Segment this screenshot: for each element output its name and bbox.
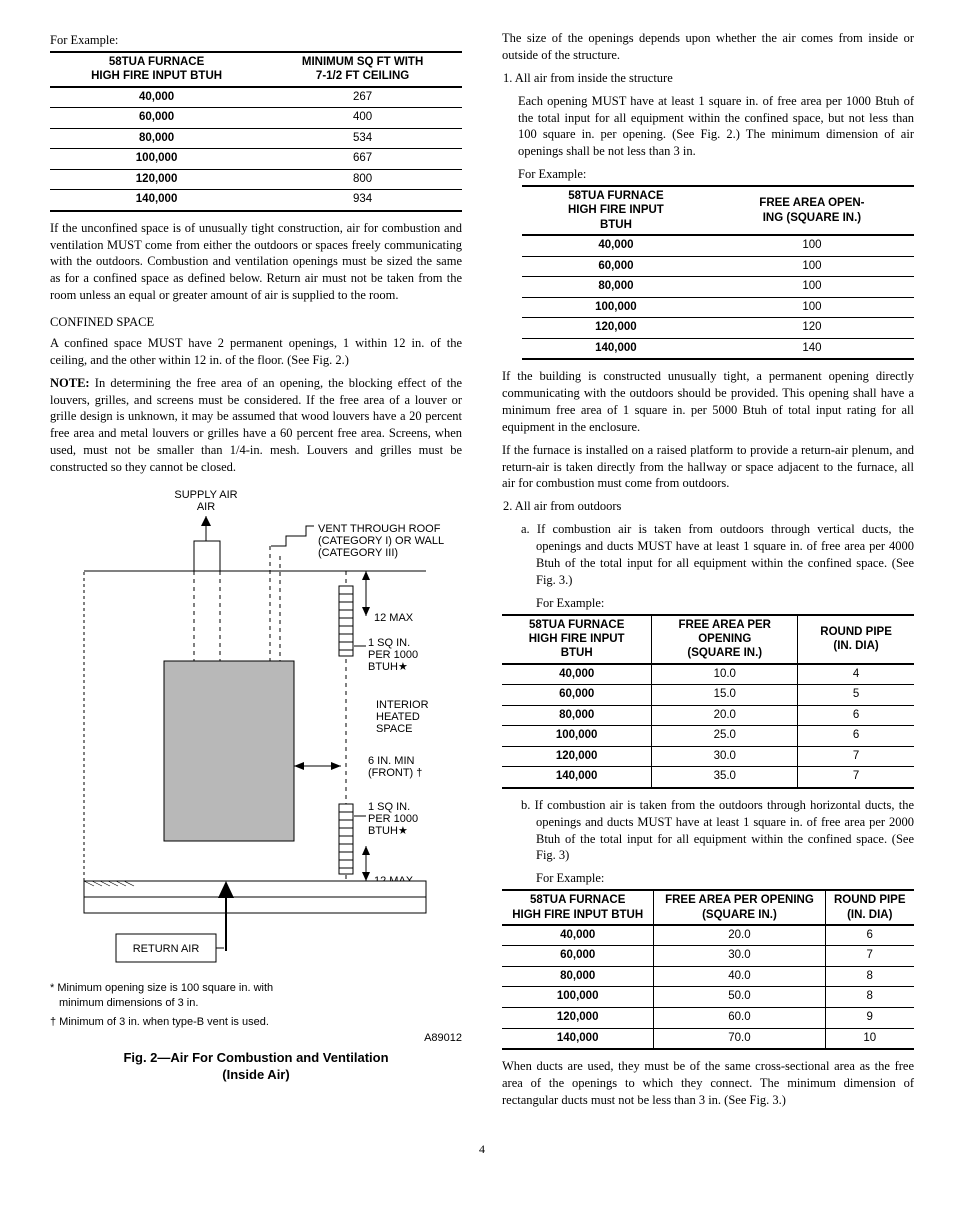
svg-text:INTERIOR: INTERIOR [376, 699, 429, 711]
t3-h1: FREE AREA PEROPENING(SQUARE IN.) [652, 615, 798, 664]
para-tight: If the building is constructed unusually… [502, 368, 914, 436]
item-2: 2. All air from outdoors [502, 498, 914, 515]
table-row: 120,000120 [522, 318, 914, 339]
fig-caption-2: (Inside Air) [50, 1067, 462, 1084]
para-size: The size of the openings depends upon wh… [502, 30, 914, 64]
table-row: 80,000534 [50, 128, 462, 149]
table-vertical-duct: 58TUA FURNACEHIGH FIRE INPUTBTUH FREE AR… [502, 614, 914, 789]
table-row: 60,00015.05 [502, 685, 914, 706]
table-row: 100,00025.06 [502, 726, 914, 747]
svg-text:SUPPLY AIR: SUPPLY AIR [174, 489, 237, 501]
table-row: 60,000400 [50, 108, 462, 129]
table-row: 40,00010.04 [502, 664, 914, 685]
svg-text:(CATEGORY III): (CATEGORY III) [318, 547, 398, 559]
svg-text:BTUH★: BTUH★ [368, 661, 408, 673]
svg-text:SPACE: SPACE [376, 723, 412, 735]
right-column: The size of the openings depends upon wh… [502, 30, 914, 1115]
svg-text:PER 1000: PER 1000 [368, 813, 418, 825]
table-row: 100,00050.08 [502, 987, 914, 1008]
item-2a: a. If combustion air is taken from outdo… [502, 521, 914, 589]
svg-text:HEATED: HEATED [376, 711, 420, 723]
svg-text:VENT THROUGH ROOF: VENT THROUGH ROOF [318, 523, 441, 535]
table-row: 80,000100 [522, 277, 914, 298]
svg-text:BTUH★: BTUH★ [368, 825, 408, 837]
para-item1a: Each opening MUST have at least 1 square… [502, 93, 914, 161]
svg-text:6 IN. MIN: 6 IN. MIN [368, 755, 415, 767]
t2-h0: 58TUA FURNACEHIGH FIRE INPUTBTUH [522, 186, 710, 235]
table-row: 140,000934 [50, 190, 462, 211]
left-column: For Example: 58TUA FURNACEHIGH FIRE INPU… [50, 30, 462, 1115]
table-row: 120,00030.07 [502, 746, 914, 767]
t1-h1: MINIMUM SQ FT WITH7-1/2 FT CEILING [263, 52, 462, 87]
for-example-1: For Example: [50, 32, 462, 49]
table-row: 80,00040.08 [502, 966, 914, 987]
fig-footnote-1b: minimum dimensions of 3 in. [50, 996, 462, 1011]
fig-caption-1: Fig. 2—Air For Combustion and Ventilatio… [50, 1050, 462, 1067]
svg-text:1 SQ IN.: 1 SQ IN. [368, 637, 410, 649]
para-confined1: A confined space MUST have 2 permanent o… [50, 335, 462, 369]
fig-footnote-2: † Minimum of 3 in. when type-B vent is u… [50, 1015, 462, 1030]
table-horizontal-duct: 58TUA FURNACEHIGH FIRE INPUT BTUH FREE A… [502, 889, 914, 1050]
for-example-2: For Example: [502, 166, 914, 183]
fig-footnote-1a: * Minimum opening size is 100 square in.… [50, 981, 462, 996]
table-row: 140,000140 [522, 338, 914, 359]
t2-h1: FREE AREA OPEN-ING (SQUARE IN.) [710, 186, 914, 235]
fig-code: A89012 [50, 1031, 462, 1046]
para-platform: If the furnace is installed on a raised … [502, 442, 914, 493]
t3-h2: ROUND PIPE(IN. DIA) [798, 615, 914, 664]
para-ducts: When ducts are used, they must be of the… [502, 1058, 914, 1109]
figure-2: SUPPLY AIR AIR VENT THROUGH ROOF (CATEGO… [50, 486, 462, 1084]
table-row: 100,000667 [50, 149, 462, 170]
table-row: 140,00070.010 [502, 1028, 914, 1049]
table-unconfined: 58TUA FURNACEHIGH FIRE INPUT BTUH MINIMU… [50, 51, 462, 212]
svg-text:1 SQ IN.: 1 SQ IN. [368, 801, 410, 813]
t4-h2: ROUND PIPE(IN. DIA) [825, 890, 914, 925]
t3-h0: 58TUA FURNACEHIGH FIRE INPUTBTUH [502, 615, 652, 664]
item-1: 1. All air from inside the structure [502, 70, 914, 87]
item-2b: b. If combustion air is taken from the o… [502, 797, 914, 865]
table-row: 60,000100 [522, 256, 914, 277]
table-row: 60,00030.07 [502, 946, 914, 967]
svg-text:PER 1000: PER 1000 [368, 649, 418, 661]
svg-text:(CATEGORY I) OR WALL: (CATEGORY I) OR WALL [318, 535, 444, 547]
table-inside-air: 58TUA FURNACEHIGH FIRE INPUTBTUH FREE AR… [522, 185, 914, 360]
note-label: NOTE: [50, 376, 90, 390]
svg-text:12 MAX: 12 MAX [374, 612, 414, 624]
svg-text:(FRONT) †: (FRONT) † [368, 767, 422, 779]
table-row: 140,00035.07 [502, 767, 914, 788]
table-row: 40,00020.06 [502, 925, 914, 946]
for-example-3: For Example: [502, 595, 914, 612]
svg-text:RETURN AIR: RETURN AIR [133, 943, 200, 955]
for-example-4: For Example: [502, 870, 914, 887]
para-unconfined: If the unconfined space is of unusually … [50, 220, 462, 304]
table-row: 120,00060.09 [502, 1008, 914, 1029]
t4-h0: 58TUA FURNACEHIGH FIRE INPUT BTUH [502, 890, 654, 925]
para-note: NOTE: In determining the free area of an… [50, 375, 462, 476]
table-row: 40,000267 [50, 87, 462, 108]
confined-heading: CONFINED SPACE [50, 314, 462, 331]
table-row: 120,000800 [50, 169, 462, 190]
t4-h1: FREE AREA PER OPENING(SQUARE IN.) [654, 890, 825, 925]
table-row: 40,000100 [522, 235, 914, 256]
t1-h0: 58TUA FURNACEHIGH FIRE INPUT BTUH [50, 52, 263, 87]
page-number: 4 [50, 1141, 914, 1157]
svg-text:AIR: AIR [197, 501, 215, 513]
table-row: 100,000100 [522, 297, 914, 318]
table-row: 80,00020.06 [502, 705, 914, 726]
